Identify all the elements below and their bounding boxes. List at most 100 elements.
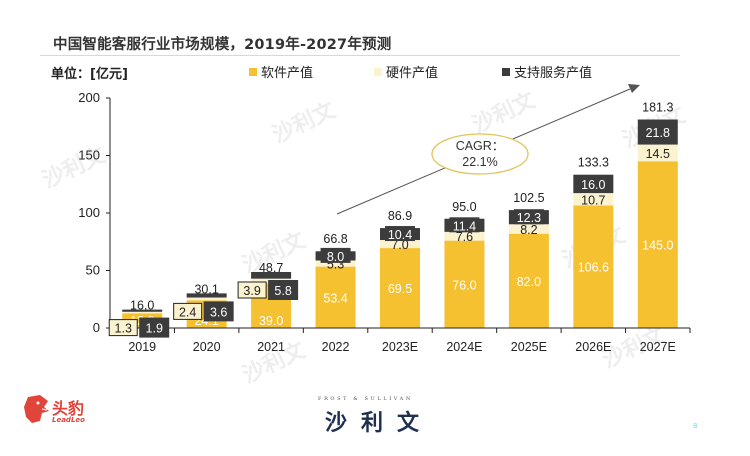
data-label-total: 86.9: [388, 209, 412, 223]
leadleo-logo-cn: 头豹: [52, 399, 85, 418]
data-label-service: 11.4: [453, 219, 476, 233]
data-label-service: 1.9: [146, 322, 163, 336]
x-tick-label: 2022: [322, 340, 350, 354]
bar-segment-hardware: [186, 297, 227, 301]
data-label-service: 8.0: [327, 250, 344, 264]
data-label-box-hardware: [108, 319, 138, 337]
bar-segment-hardware: [315, 260, 356, 267]
y-tick-label: 50: [86, 263, 100, 278]
x-tick-label: 2019: [128, 340, 156, 354]
data-label-hardware: 1.3: [115, 322, 132, 336]
legend-label-software: 软件产值: [261, 66, 314, 81]
data-label-hardware: 14.5: [646, 147, 670, 161]
y-tick-label: 100: [78, 205, 100, 220]
unit-label: 单位：[亿元]: [51, 67, 128, 82]
data-label-box-service: [513, 209, 544, 225]
bar-segment-hardware: [444, 231, 485, 241]
page-number: 8: [693, 422, 698, 430]
bar-segment-hardware: [637, 144, 678, 162]
x-tick-label: 2023E: [382, 340, 418, 354]
x-tick-label: 2025E: [511, 340, 547, 354]
data-label-total: 48.7: [259, 261, 283, 275]
x-tick-label: 2024E: [446, 340, 482, 354]
data-label-total: 16.0: [130, 299, 154, 313]
data-label-box-service: [385, 226, 415, 242]
data-label-box-service: [449, 217, 480, 233]
y-tick-label: 150: [78, 148, 100, 163]
bar-segment-hardware: [573, 193, 614, 206]
bar-segment-service: [251, 271, 292, 279]
x-tick-label: 2020: [193, 340, 221, 354]
chart-title: 中国智能客服行业市场规模，2019年-2027年预测: [53, 37, 392, 53]
data-label-box-service: [268, 279, 299, 300]
x-tick-label: 2021: [257, 340, 285, 354]
cagr-label: CAGR：: [456, 139, 505, 153]
data-label-box-service: [642, 124, 673, 140]
data-label-hardware: 8.2: [520, 223, 537, 237]
cagr-ellipse: [431, 133, 529, 175]
data-label-service: 5.8: [274, 284, 291, 298]
legend-label-service: 支持服务产值: [514, 66, 593, 81]
bar-segment-software: [380, 248, 420, 328]
bar-segment-hardware: [508, 224, 549, 234]
legend-swatch-hardware: [374, 67, 382, 76]
data-label-service: 10.4: [388, 228, 412, 242]
data-label-total: 102.5: [513, 191, 544, 205]
data-label-total: 181.3: [642, 101, 673, 115]
legend-swatch-software: [249, 67, 257, 76]
leadleo-logo-en: LeadLeo: [52, 416, 85, 424]
data-label-box-service: [139, 317, 170, 338]
legend-swatch-service: [502, 67, 510, 76]
data-label-box-service: [320, 247, 351, 263]
frost-sullivan-logo-en: FROST & SULLIVAN: [318, 396, 413, 402]
leadleo-logo: [22, 393, 50, 429]
data-label-hardware: 7.0: [391, 238, 408, 252]
leopard-head-icon: [24, 395, 49, 423]
y-tick-label: 200: [78, 90, 100, 105]
y-tick-label: 0: [93, 320, 100, 335]
x-tick-label: 2027E: [640, 340, 676, 354]
data-label-software: 53.4: [323, 291, 347, 305]
bar-segment-service: [122, 309, 163, 312]
title-divider: [40, 55, 680, 56]
data-label-box-hardware: [237, 281, 267, 299]
legend-label-hardware: 硬件产值: [386, 66, 439, 81]
data-label-software: 82.0: [517, 275, 541, 289]
bar-segment-hardware: [122, 311, 163, 314]
data-label-software: 76.0: [452, 278, 476, 292]
legend-item-software: 软件产值: [249, 62, 313, 81]
data-label-software: 69.5: [388, 282, 412, 296]
bar-segment-service: [186, 293, 227, 298]
data-label-box-hardware: [173, 302, 203, 320]
data-label-total: 95.0: [452, 200, 476, 214]
legend-item-hardware: 硬件产值: [374, 62, 438, 81]
data-label-software: 39.0: [259, 314, 283, 328]
data-label-service: 12.3: [517, 211, 541, 225]
bar-segment-software: [444, 240, 485, 328]
bar-segment-software: [315, 266, 356, 328]
cagr-arrow-head: [628, 84, 640, 93]
bar-segment-software: [508, 233, 549, 328]
bar-segment-software: [637, 161, 678, 328]
data-label-service: 16.0: [581, 178, 605, 192]
data-label-box-service: [578, 175, 609, 191]
cagr-value: 22.1%: [462, 155, 497, 169]
x-tick-label: 2026E: [575, 340, 611, 354]
data-label-box-service: [203, 301, 234, 322]
bar-segment-software: [573, 205, 614, 328]
data-label-total: 30.1: [194, 282, 218, 296]
data-label-total: 133.3: [578, 156, 609, 170]
data-label-hardware: 3.9: [243, 284, 260, 298]
data-label-hardware: 10.7: [581, 193, 605, 207]
bar-segment-hardware: [380, 240, 420, 249]
data-label-software: 106.6: [578, 261, 609, 275]
data-label-service: 3.6: [210, 305, 227, 319]
legend-item-service: 支持服务产值: [502, 62, 592, 81]
data-label-total: 66.8: [323, 232, 347, 246]
data-label-hardware: 7.6: [456, 230, 473, 244]
data-label-service: 21.8: [646, 126, 670, 140]
frost-sullivan-logo-cn: 沙利文: [325, 411, 434, 436]
data-label-hardware: 2.4: [179, 305, 196, 319]
data-label-software: 145.0: [642, 239, 673, 253]
